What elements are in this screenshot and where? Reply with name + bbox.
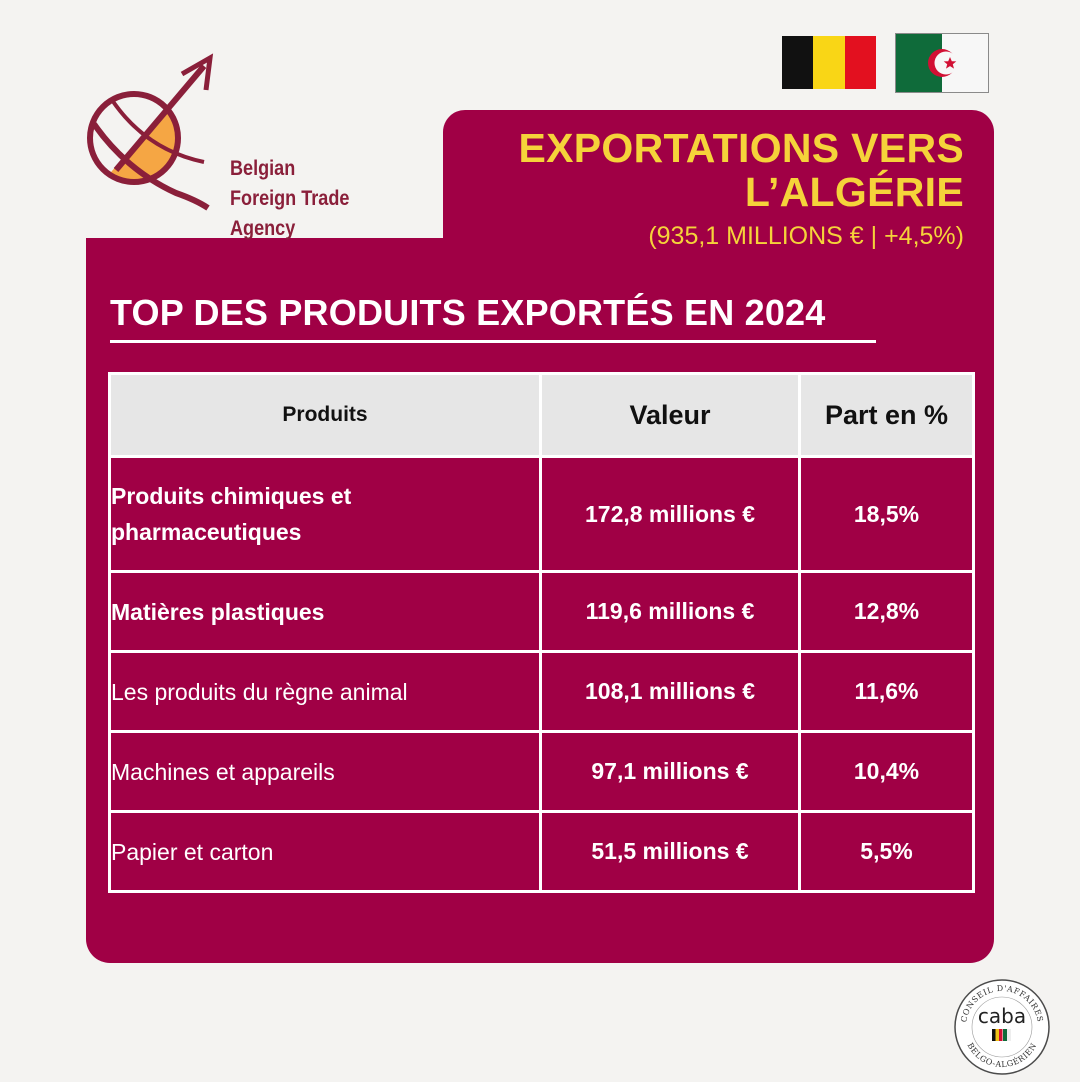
product-value: 119,6 millions € (539, 570, 801, 653)
header-panel (443, 110, 994, 250)
product-share: 10,4% (798, 730, 975, 813)
product-name: Machines et appareils (108, 730, 542, 813)
product-value: 51,5 millions € (539, 810, 801, 893)
page-title-block: EXPORTATIONS VERS L’ALGÉRIE (935,1 MILLI… (444, 126, 964, 251)
product-name: Les produits du règne animal (108, 650, 542, 733)
table-row: Les produits du règne animal 108,1 milli… (108, 650, 975, 733)
product-name: Papier et carton (108, 810, 542, 893)
product-share: 18,5% (798, 455, 975, 573)
caba-seal-icon: CONSEIL D'AFFAIRES BELGO-ALGÉRIEN caba (954, 979, 1050, 1075)
product-value: 172,8 millions € (539, 455, 801, 573)
agency-name-line1: Belgian (230, 157, 296, 180)
badge-flags-icon (992, 1029, 1011, 1041)
products-table: Produits Valeur Part en % Produits chimi… (108, 372, 975, 893)
page-title-line1: EXPORTATIONS VERS (518, 125, 964, 171)
page-subtitle: (935,1 MILLIONS € | +4,5%) (648, 222, 964, 250)
agency-logo: Belgian Foreign Trade Agency (86, 50, 443, 240)
product-name: Produits chimiques et pharmaceutiques (108, 455, 542, 573)
product-share: 5,5% (798, 810, 975, 893)
product-name: Matières plastiques (108, 570, 542, 653)
table-row: Papier et carton 51,5 millions € 5,5% (108, 810, 975, 893)
algeria-flag-icon (895, 33, 989, 93)
product-name-text: Produits chimiques et pharmaceutiques (111, 483, 352, 545)
section-heading: TOP DES PRODUITS EXPORTÉS EN 2024 (110, 292, 826, 333)
agency-name: Belgian Foreign Trade Agency (230, 154, 413, 244)
header-share: Part en % (798, 372, 975, 458)
table-row: Matières plastiques 119,6 millions € 12,… (108, 570, 975, 653)
header-value: Valeur (539, 372, 801, 458)
table-row: Produits chimiques et pharmaceutiques 17… (108, 455, 975, 573)
product-share: 11,6% (798, 650, 975, 733)
section-underline (110, 340, 876, 343)
page-title-line2: L’ALGÉRIE (744, 169, 964, 215)
header-products: Produits (108, 372, 542, 458)
product-value: 108,1 millions € (539, 650, 801, 733)
caba-badge: CONSEIL D'AFFAIRES BELGO-ALGÉRIEN caba (952, 977, 1052, 1077)
table-row: Machines et appareils 97,1 millions € 10… (108, 730, 975, 813)
product-value: 97,1 millions € (539, 730, 801, 813)
belgium-flag-icon (782, 36, 876, 89)
product-share: 12,8% (798, 570, 975, 653)
table-header-row: Produits Valeur Part en % (108, 372, 975, 458)
agency-emblem-icon (87, 53, 214, 211)
badge-text: caba (978, 1004, 1026, 1028)
agency-name-line2: Foreign Trade Agency (230, 187, 350, 240)
